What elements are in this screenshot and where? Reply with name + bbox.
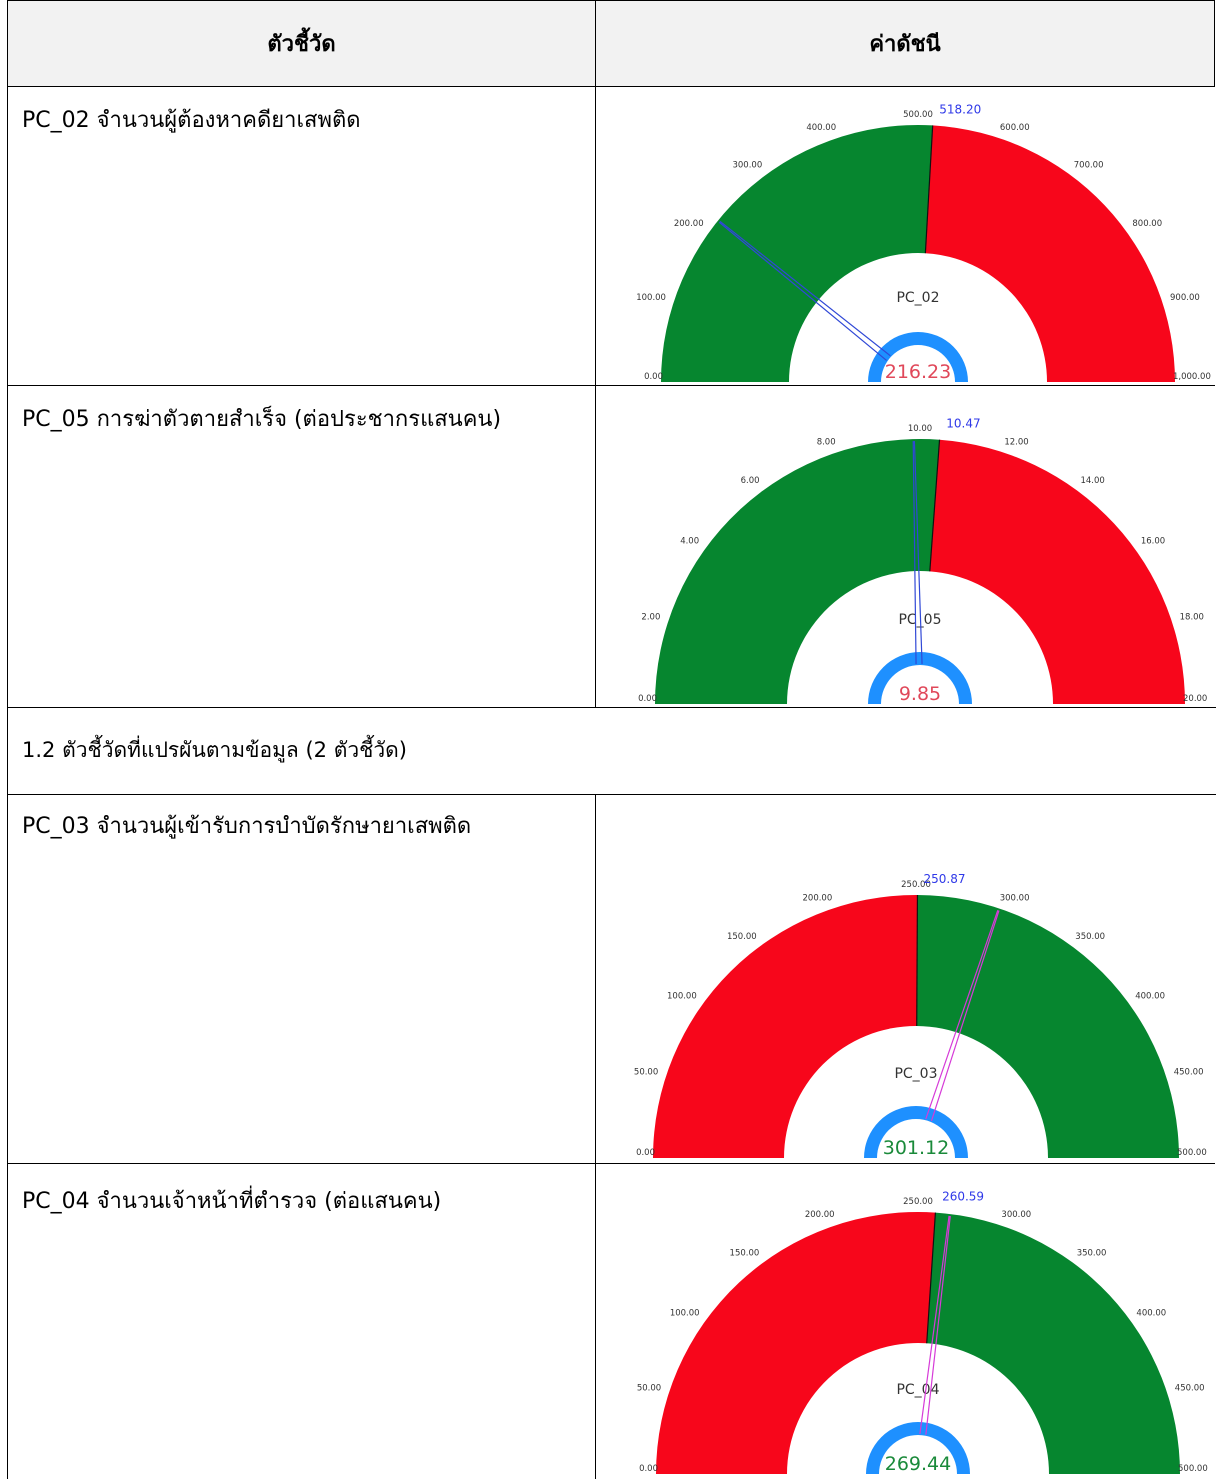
gauge-tick-label: 4.00	[680, 537, 699, 547]
gauge-tick-label: 20.00	[1183, 694, 1207, 704]
gauge-tick-label: 14.00	[1080, 476, 1104, 486]
gauge-tick-label: 500.00	[1177, 1148, 1207, 1158]
gauge-tick-label: 8.00	[817, 437, 836, 447]
gauge-target-line	[924, 125, 934, 254]
header-value: ค่าดัชนี	[595, 0, 1215, 87]
gauge-chart: 0.00 50.00 100.00 150.00 200.00 250.00 300.00 3…	[595, 794, 1215, 1164]
gauge-indicator-code: PC_04	[896, 1382, 939, 1398]
gauge-svg: 0.00 50.00 100.00 150.00 200.00 250.00 300.00 3…	[637, 1190, 1208, 1475]
gauge-target-line	[929, 439, 941, 572]
gauge-tick-label: 6.00	[741, 476, 760, 486]
gauge-tick-label: 100.00	[667, 992, 697, 1002]
gauge-value-ring	[864, 1106, 968, 1158]
gauge-tick-label: 0.00	[638, 694, 657, 704]
gauge-tick-label: 18.00	[1180, 613, 1204, 623]
gauge-tick-label: 200.00	[805, 1210, 835, 1220]
gauge-tick-label: 0.00	[636, 1148, 655, 1158]
gauge-tick-label: 0.00	[639, 1464, 658, 1474]
gauge-tick-label: 0.00	[644, 372, 663, 382]
gauge-needle	[919, 1215, 951, 1435]
indicator-label: PC_02 จำนวนผู้ต้องหาคดียาเสพติด	[22, 108, 361, 133]
gauge-target-label: 250.87	[923, 872, 965, 886]
gauge-tick-label: 300.00	[1001, 1210, 1031, 1220]
gauge-tick-label: 500.00	[903, 110, 933, 120]
gauge-band-low	[653, 895, 918, 1158]
gauge-tick-label: 150.00	[727, 932, 757, 942]
gauge-tick-label: 100.00	[636, 293, 666, 303]
gauge-tick-label: 2.00	[641, 613, 660, 623]
gauge-tick-label: 450.00	[1174, 1067, 1204, 1077]
gauge-band-high	[925, 125, 1175, 382]
gauge-value-ring	[866, 1422, 970, 1474]
gauge-tick-label: 350.00	[1077, 1249, 1107, 1259]
gauge-tick-label: 200.00	[803, 893, 833, 903]
gauge-indicator-code: PC_03	[894, 1066, 937, 1082]
gauge-chart: 0.00 50.00 100.00 150.00 200.00 250.00 300.00 3…	[595, 1163, 1215, 1479]
gauge-value-ring	[868, 332, 968, 382]
gauge-target-line	[926, 1212, 937, 1344]
header-value-label: ค่าดัชนี	[869, 32, 941, 57]
header-indicator: ตัวชี้วัด	[7, 0, 596, 87]
gauge-tick-label: 400.00	[806, 123, 836, 133]
gauge-tick-label: 1,000.00	[1173, 372, 1211, 382]
gauge-value-label: 9.85	[899, 683, 941, 705]
gauge-target-line	[916, 895, 919, 1027]
gauge-chart: 0.00 100.00 200.00 300.00 400.00 500.00 600.00…	[595, 86, 1215, 386]
gauge-band-low	[656, 1212, 936, 1474]
gauge-tick-label: 10.00	[908, 424, 932, 434]
gauge-band-low	[655, 439, 940, 704]
gauge-tick-label: 100.00	[670, 1308, 700, 1318]
gauge-tick-label: 800.00	[1132, 219, 1162, 229]
gauge-band-high	[916, 895, 1179, 1158]
gauge-needle	[912, 441, 923, 665]
gauge-tick-label: 16.00	[1141, 537, 1165, 547]
gauge-tick-label: 50.00	[637, 1384, 661, 1394]
table-row-gauge-cell	[595, 1163, 1215, 1479]
indicator-label: PC_03 จำนวนผู้เข้ารับการบำบัดรักษายาเสพต…	[22, 814, 472, 839]
gauge-value-label: 216.23	[885, 361, 951, 383]
gauge-value-label: 301.12	[883, 1137, 949, 1159]
gauge-tick-label: 400.00	[1135, 992, 1165, 1002]
gauge-tick-label: 250.00	[901, 880, 931, 890]
indicator-label: PC_04 จำนวนเจ้าหน้าที่ตำรวจ (ต่อแสนคน)	[22, 1189, 442, 1214]
gauge-indicator-code: PC_02	[896, 290, 939, 306]
gauge-band-high	[929, 439, 1185, 704]
gauge-tick-label: 350.00	[1075, 932, 1105, 942]
gauge-needle	[925, 909, 1000, 1122]
gauge-target-label: 518.20	[939, 102, 981, 116]
table-row-label-cell	[7, 794, 596, 1164]
gauge-tick-label: 400.00	[1136, 1308, 1166, 1318]
gauge-tick-label: 700.00	[1074, 161, 1104, 171]
gauge-band-low	[661, 125, 933, 382]
gauge-tick-label: 450.00	[1175, 1384, 1205, 1394]
gauge-svg: 0.00 50.00 100.00 150.00 200.00 250.00 300.00 3…	[634, 872, 1207, 1159]
gauge-value-label: 269.44	[885, 1453, 951, 1475]
gauge-tick-label: 900.00	[1170, 293, 1200, 303]
gauge-target-label: 260.59	[942, 1190, 984, 1204]
gauge-tick-label: 300.00	[1000, 893, 1030, 903]
gauge-tick-label: 600.00	[1000, 123, 1030, 133]
gauge-tick-label: 250.00	[903, 1197, 933, 1207]
gauge-band-high	[926, 1212, 1180, 1474]
gauge-tick-label: 200.00	[674, 219, 704, 229]
gauge-value-ring	[868, 652, 972, 704]
gauge-svg: 0.00 100.00 200.00 300.00 400.00 500.00 600.00…	[636, 102, 1211, 383]
gauge-tick-label: 150.00	[730, 1249, 760, 1259]
gauge-tick-label: 300.00	[732, 161, 762, 171]
gauge-tick-label: 500.00	[1178, 1464, 1208, 1474]
gauge-chart: 0.00 2.00 4.00 6.00 8.00 10.00 12.00 14.00 16.00…	[595, 385, 1215, 708]
gauge-svg: 0.00 2.00 4.00 6.00 8.00 10.00 12.00 14.00 16.00…	[638, 417, 1207, 705]
gauge-target-label: 10.47	[946, 417, 980, 431]
gauge-tick-label: 12.00	[1004, 437, 1028, 447]
indicator-label: PC_05 การฆ่าตัวตายสำเร็จ (ต่อประชากรแสนค…	[22, 407, 502, 432]
header-indicator-label: ตัวชี้วัด	[267, 32, 336, 57]
gauge-needle	[718, 220, 891, 361]
section-title: 1.2 ตัวชี้วัดที่แปรผันตามข้อมูล (2 ตัวชี…	[22, 738, 407, 762]
gauge-tick-label: 50.00	[634, 1067, 658, 1077]
